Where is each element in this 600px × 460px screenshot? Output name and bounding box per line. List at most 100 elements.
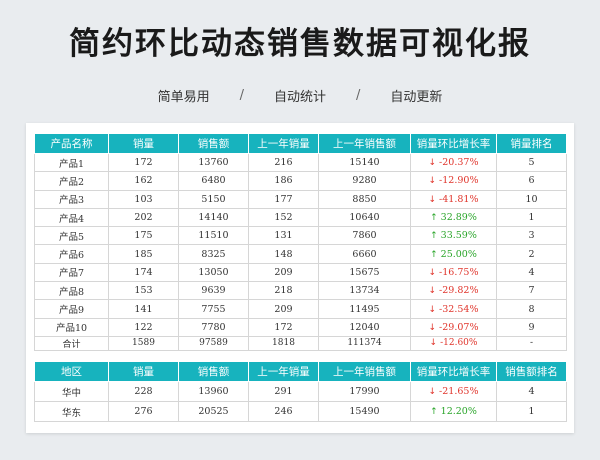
growth-rate-cell: ↓ -16.75% bbox=[410, 262, 497, 283]
table-cell: 202 bbox=[108, 207, 179, 228]
growth-rate-cell: ↑ 33.59% bbox=[410, 226, 497, 246]
table-cell: 6 bbox=[496, 171, 567, 191]
table-cell: 产品9 bbox=[34, 299, 109, 319]
arrow-down-icon: ↓ bbox=[428, 176, 437, 187]
growth-rate-value: -29.82% bbox=[439, 285, 479, 297]
table-cell: 4 bbox=[496, 262, 567, 283]
tag-separator: / bbox=[356, 88, 361, 103]
growth-rate-cell: ↓ -29.07% bbox=[410, 317, 497, 337]
table-cell: 产品7 bbox=[34, 262, 109, 283]
growth-rate-value: 12.20% bbox=[440, 406, 477, 417]
table-cell: 9 bbox=[496, 317, 567, 337]
tag-separator: / bbox=[239, 88, 244, 103]
table-header-row: 地区 销量 销售额 上一年销量 上一年销售额 销量环比增长率 销售额排名 bbox=[34, 361, 567, 382]
page-title: 简约环比动态销售数据可视化报 bbox=[69, 26, 531, 62]
growth-rate-value: -12.90% bbox=[439, 175, 479, 187]
table-cell: 141 bbox=[108, 299, 179, 319]
growth-rate-cell: ↓ -20.37% bbox=[410, 152, 497, 173]
table-cell: 7 bbox=[496, 281, 567, 301]
growth-rate-cell: ↓ -32.54% bbox=[410, 299, 497, 319]
table-cell: 175 bbox=[108, 226, 179, 246]
table-cell: 153 bbox=[108, 281, 179, 301]
table-row: 产品5 175 11510 131 7860 ↑ 33.59% 3 bbox=[34, 226, 567, 246]
table-cell: 103 bbox=[108, 189, 179, 209]
table-cell: 7755 bbox=[178, 299, 249, 319]
arrow-down-icon: ↓ bbox=[428, 286, 437, 297]
growth-rate-value: -32.54% bbox=[439, 303, 479, 315]
table-cell: 15675 bbox=[318, 262, 411, 283]
column-header: 上一年销量 bbox=[248, 361, 319, 382]
product-sales-table: 产品名称 销量 销售额 上一年销量 上一年销售额 销量环比增长率 销量排名 产品1 172 13… bbox=[34, 133, 567, 351]
table-cell: 228 bbox=[108, 381, 179, 402]
column-header: 销售额排名 bbox=[496, 361, 567, 382]
table-cell: 5 bbox=[496, 152, 567, 173]
table-cell: 产品4 bbox=[34, 207, 109, 228]
growth-rate-value: -12.60% bbox=[440, 338, 478, 349]
growth-rate-value: -41.81% bbox=[439, 193, 479, 205]
table-cell: 15490 bbox=[318, 401, 411, 422]
arrow-down-icon: ↓ bbox=[428, 387, 437, 397]
table-row: 产品8 153 9639 218 13734 ↓ -29.82% 7 bbox=[34, 281, 567, 301]
table-cell: 172 bbox=[108, 152, 179, 173]
table-cell: 11510 bbox=[178, 226, 249, 246]
table-cell: 6480 bbox=[178, 171, 249, 191]
table-cell: 122 bbox=[108, 317, 179, 337]
table-cell: 4 bbox=[496, 381, 567, 402]
table-cell: 8 bbox=[496, 299, 567, 319]
table-cell: 合计 bbox=[34, 335, 109, 351]
growth-rate-value: 33.59% bbox=[440, 230, 477, 242]
table-cell: 7780 bbox=[178, 317, 249, 337]
table-cell: 111374 bbox=[318, 335, 411, 351]
table-cell: 产品10 bbox=[34, 317, 109, 337]
growth-rate-value: 32.89% bbox=[440, 212, 477, 224]
tag-auto-update: 自动更新 bbox=[390, 90, 443, 105]
table-cell: 15140 bbox=[318, 152, 411, 173]
column-header: 销量 bbox=[108, 361, 179, 382]
growth-rate-value: -20.37% bbox=[439, 157, 479, 169]
table-row: 产品6 185 8325 148 6660 ↑ 25.00% 2 bbox=[34, 244, 567, 264]
table-cell: 9280 bbox=[318, 171, 411, 191]
table-cell: 291 bbox=[248, 381, 319, 402]
tag-auto-stats: 自动统计 bbox=[273, 90, 326, 105]
table-cell: 产品5 bbox=[34, 226, 109, 246]
table-cell: 216 bbox=[248, 152, 319, 173]
table-cell: 13734 bbox=[318, 281, 411, 301]
table-row: 华中 228 13960 291 17990 ↓ -21.65% 4 bbox=[34, 381, 567, 402]
growth-rate-cell: ↓ -29.82% bbox=[410, 281, 497, 301]
table-cell: 产品1 bbox=[34, 152, 109, 173]
arrow-up-icon: ↑ bbox=[430, 249, 438, 260]
table-cell: 13960 bbox=[178, 381, 249, 402]
table-cell: 10640 bbox=[318, 207, 411, 228]
growth-rate-value: -16.75% bbox=[439, 266, 479, 278]
column-header: 销量环比增长率 bbox=[410, 133, 497, 154]
table-cell: 8850 bbox=[318, 189, 411, 209]
table-cell: 产品3 bbox=[34, 189, 109, 209]
table-cell: 152 bbox=[248, 207, 319, 228]
table-cell: 97589 bbox=[178, 335, 249, 351]
column-header: 销量环比增长率 bbox=[410, 361, 497, 382]
arrow-down-icon: ↓ bbox=[428, 194, 437, 205]
table-cell: 6660 bbox=[318, 244, 411, 264]
table-row: 产品1 172 13760 216 15140 ↓ -20.37% 5 bbox=[34, 152, 567, 173]
table-cell: 11495 bbox=[318, 299, 411, 319]
table-cell: 218 bbox=[248, 281, 319, 301]
table-row: 产品2 162 6480 186 9280 ↓ -12.90% 6 bbox=[34, 171, 567, 191]
table-row: 产品3 103 5150 177 8850 ↓ -41.81% 10 bbox=[34, 189, 567, 209]
growth-rate-cell: ↓ -12.90% bbox=[410, 171, 497, 191]
arrow-down-icon: ↓ bbox=[428, 158, 437, 169]
table-cell: 131 bbox=[248, 226, 319, 246]
tag-easy: 简单易用 bbox=[157, 90, 210, 105]
table-row: 产品7 174 13050 209 15675 ↓ -16.75% 4 bbox=[34, 262, 567, 283]
arrow-up-icon: ↑ bbox=[430, 407, 438, 417]
table-cell: - bbox=[496, 335, 567, 351]
growth-rate-cell: ↓ -41.81% bbox=[410, 189, 497, 209]
table-row: 产品10 122 7780 172 12040 ↓ -29.07% 9 bbox=[34, 317, 567, 337]
table-cell: 3 bbox=[496, 226, 567, 246]
table-cell: 1 bbox=[496, 401, 567, 422]
table-cell: 246 bbox=[248, 401, 319, 422]
table-cell: 186 bbox=[248, 171, 319, 191]
table-row: 华东 276 20525 246 15490 ↑ 12.20% 1 bbox=[34, 401, 567, 422]
table-cell: 10 bbox=[496, 189, 567, 209]
table-cell: 华东 bbox=[34, 401, 109, 422]
growth-rate-cell: ↓ -12.60% bbox=[410, 335, 497, 351]
